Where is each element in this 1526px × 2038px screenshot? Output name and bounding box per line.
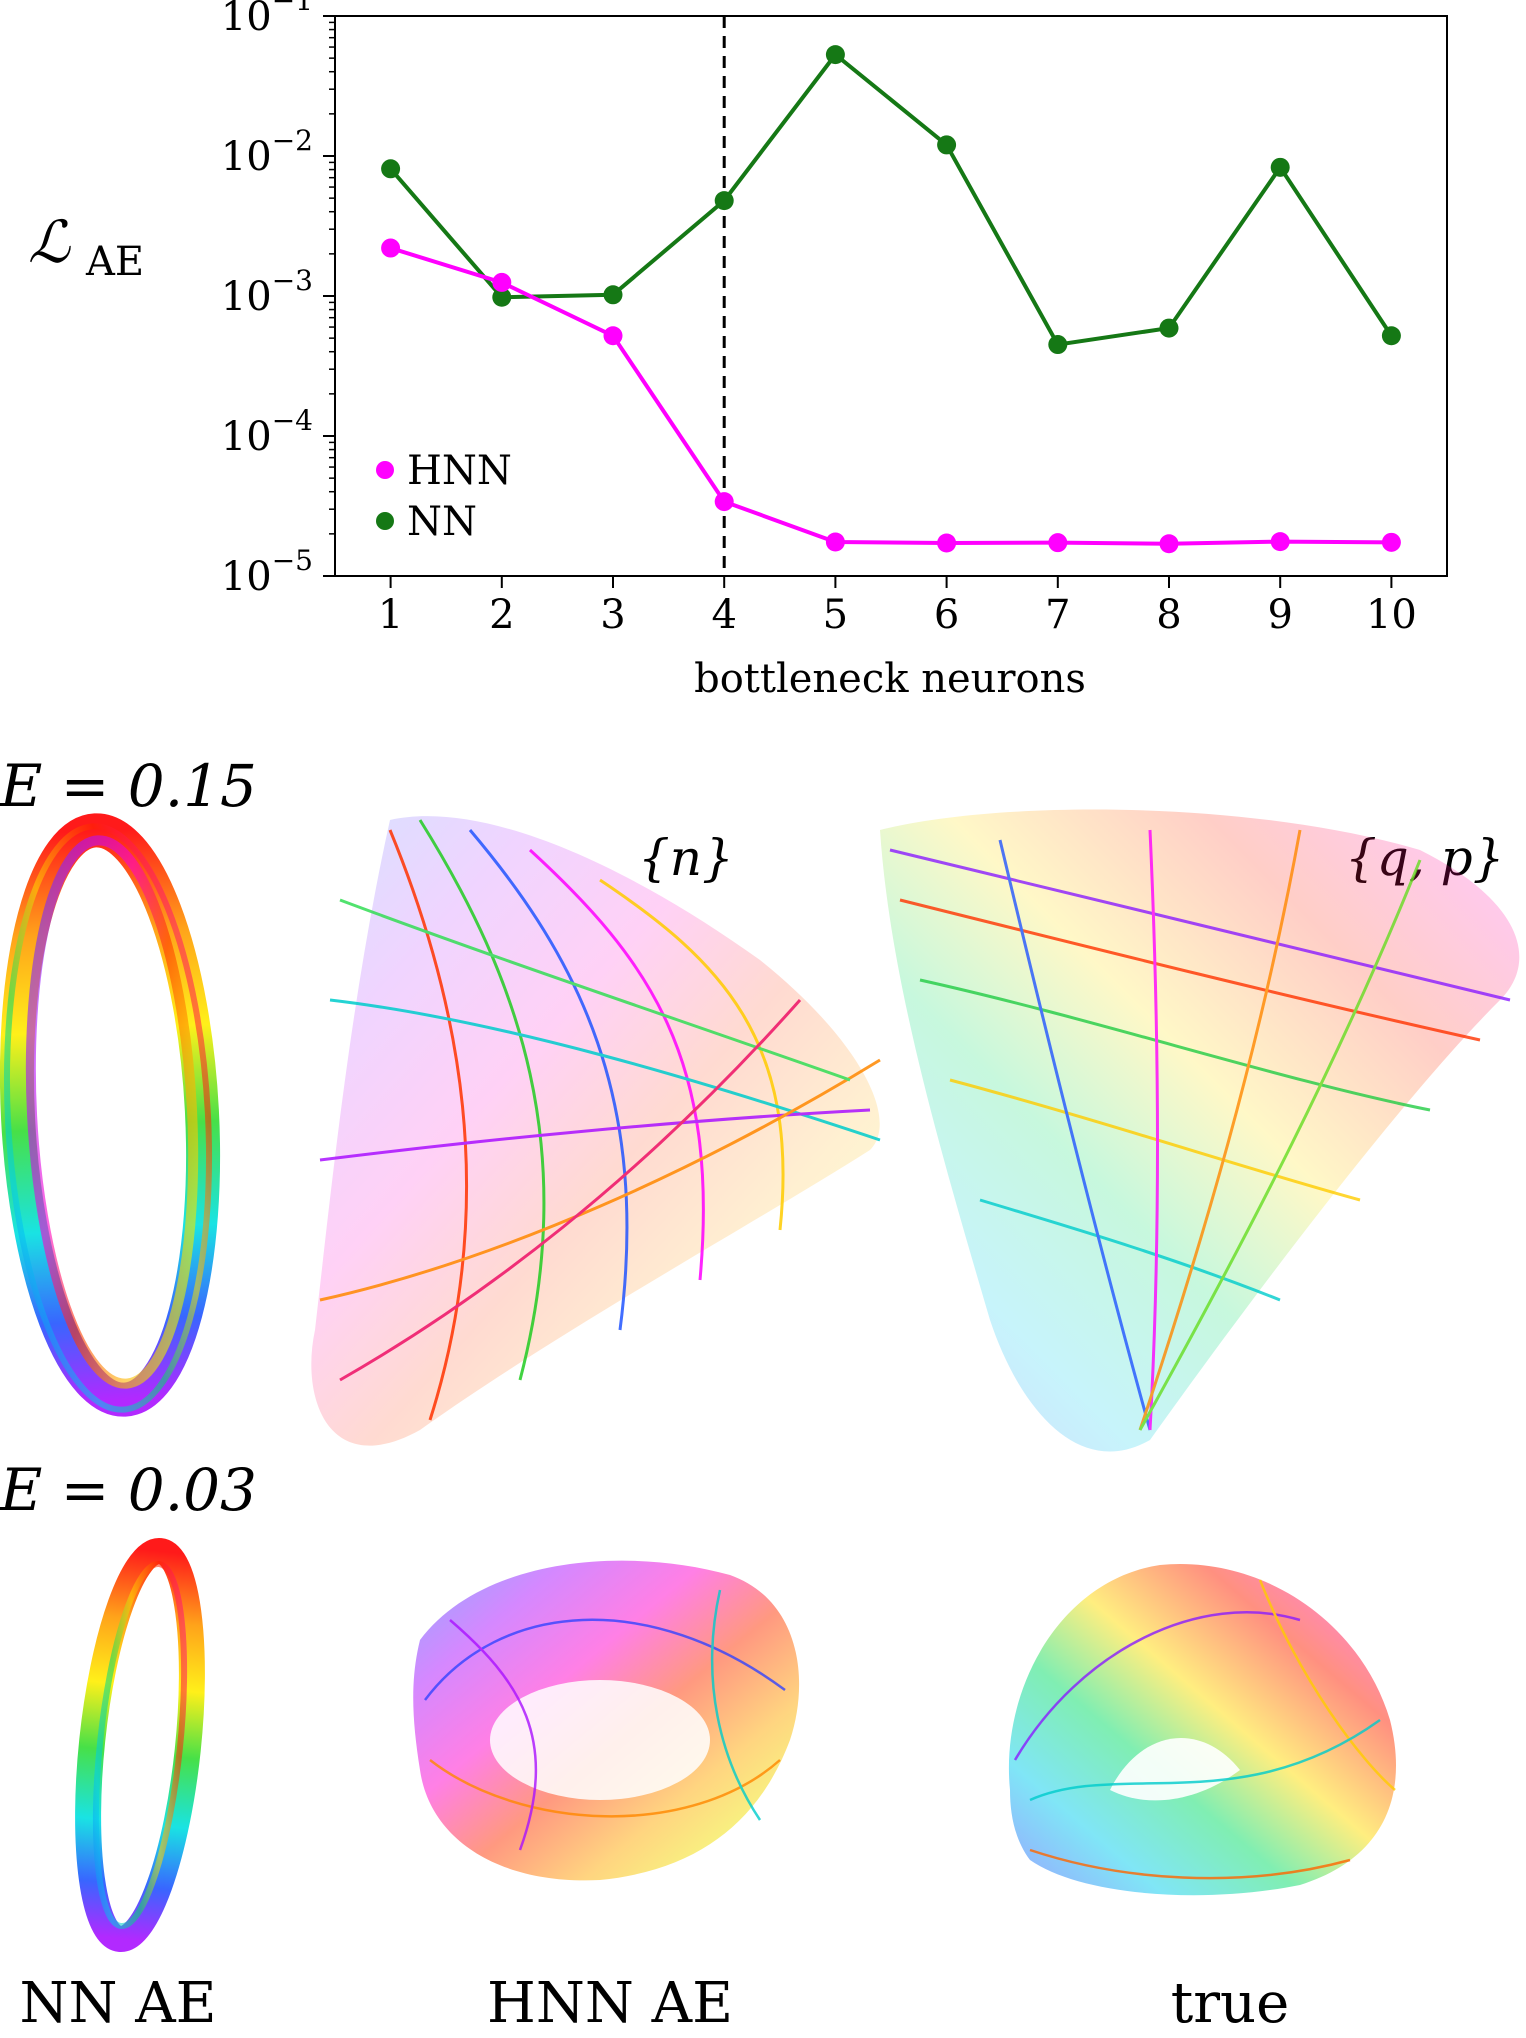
x-tick-label: 7 <box>1045 592 1070 638</box>
x-tick-label: 1 <box>378 592 403 638</box>
true-orbit-low-energy <box>1008 1563 1396 1896</box>
nn-ae-orbit-high-energy <box>0 813 221 1417</box>
data-point-hnn <box>1159 534 1179 554</box>
x-tick-label: 8 <box>1156 592 1181 638</box>
data-point-nn <box>381 159 401 179</box>
data-point-hnn <box>1048 533 1068 553</box>
data-point-nn <box>492 287 512 307</box>
series-line-hnn <box>390 246 1392 546</box>
x-tick-label: 10 <box>1366 592 1417 638</box>
data-point-hnn <box>492 272 512 292</box>
true-orbit-high-energy <box>880 809 1520 1452</box>
data-point-hnn <box>1381 532 1401 552</box>
legend-label-hnn: HNN <box>407 448 512 494</box>
x-tick-label: 2 <box>489 592 514 638</box>
data-point-nn <box>1048 335 1068 355</box>
data-point-hnn <box>381 238 401 258</box>
x-tick-label: 3 <box>600 592 625 638</box>
label-n-coordinates: {n} <box>638 829 734 887</box>
y-axis-label: ℒ <box>28 208 71 276</box>
y-tick-label: 10−4 <box>221 404 313 460</box>
data-point-nn <box>714 191 734 211</box>
data-point-hnn <box>603 326 623 346</box>
x-axis: 1 2 3 4 5 6 7 8 9 10 <box>378 576 1417 638</box>
energy-label-high: E = 0.15 <box>0 752 257 820</box>
y-tick-label: 10−5 <box>221 544 313 600</box>
data-point-nn <box>603 285 623 305</box>
hnn-ae-orbit-low-energy <box>413 1560 800 1881</box>
data-point-hnn <box>714 492 734 512</box>
legend-marker-nn <box>376 512 394 530</box>
nn-ae-orbit-low-energy <box>75 1538 205 1952</box>
data-point-nn <box>937 135 957 155</box>
y-tick-label: 10−3 <box>221 264 313 320</box>
data-point-nn <box>1381 326 1401 346</box>
hnn-ae-orbit-high-energy <box>311 816 881 1446</box>
x-tick-label: 9 <box>1267 592 1292 638</box>
data-point-nn <box>1270 157 1290 177</box>
caption-hnn-ae: HNN AE <box>487 1971 733 2036</box>
series-layer <box>381 45 1401 554</box>
energy-label-low: E = 0.03 <box>0 1456 257 1524</box>
data-point-hnn <box>937 533 957 553</box>
x-tick-label: 6 <box>934 592 959 638</box>
data-point-hnn <box>825 532 845 552</box>
x-axis-label: bottleneck neurons <box>694 656 1086 702</box>
data-point-nn <box>825 45 845 65</box>
caption-nn-ae: NN AE <box>19 1971 216 2036</box>
y-tick-label: 10−1 <box>221 0 313 40</box>
series-line-nn <box>389 51 1394 347</box>
x-tick-label: 5 <box>823 592 848 638</box>
data-point-nn <box>1159 318 1179 338</box>
y-axis-label-subscript: AE <box>85 239 144 285</box>
y-axis: 10−5 10−4 10−3 10−2 10−1 <box>221 0 335 600</box>
legend-label-nn: NN <box>407 499 477 545</box>
legend-marker-hnn <box>376 461 394 479</box>
loss-chart: 10−5 10−4 10−3 10−2 10−1 1 2 3 4 5 6 7 8 9 10 ℒ AE bo… <box>28 0 1448 702</box>
legend: HNN NN <box>376 448 512 545</box>
caption-true: true <box>1171 1971 1289 2036</box>
y-tick-label: 10−2 <box>221 124 313 180</box>
data-point-hnn <box>1270 532 1290 552</box>
x-tick-label: 4 <box>711 592 736 638</box>
